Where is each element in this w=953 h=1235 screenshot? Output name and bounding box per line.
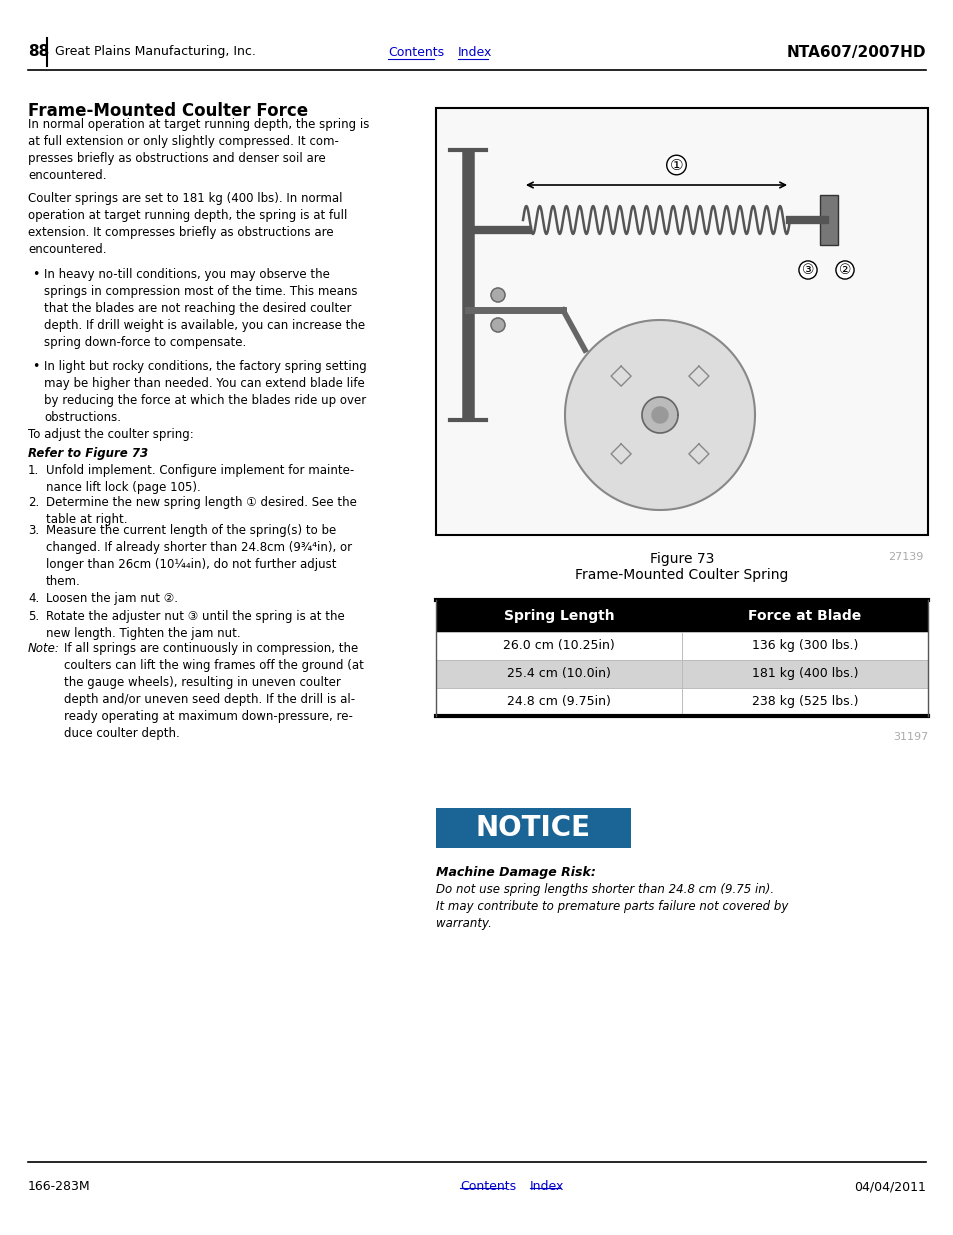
Bar — [436, 688, 927, 716]
Text: In light but rocky conditions, the factory spring setting
may be higher than nee: In light but rocky conditions, the facto… — [44, 359, 366, 424]
Polygon shape — [641, 396, 678, 433]
Text: 5.: 5. — [28, 610, 39, 622]
Text: Spring Length: Spring Length — [503, 609, 614, 622]
Text: Do not use spring lengths shorter than 24.8 cm (9.75 in).
It may contribute to p: Do not use spring lengths shorter than 2… — [436, 883, 787, 930]
Text: Refer to Figure 73: Refer to Figure 73 — [28, 447, 148, 459]
Text: Coulter springs are set to 181 kg (400 lbs). In normal
operation at target runni: Coulter springs are set to 181 kg (400 l… — [28, 191, 347, 256]
Text: 4.: 4. — [28, 592, 39, 605]
Text: 3.: 3. — [28, 524, 39, 537]
Text: Determine the new spring length ① desired. See the
table at right.: Determine the new spring length ① desire… — [46, 496, 356, 526]
Text: NOTICE: NOTICE — [476, 814, 590, 842]
Text: Great Plains Manufacturing, Inc.: Great Plains Manufacturing, Inc. — [55, 46, 255, 58]
Text: Contents: Contents — [388, 46, 444, 58]
Bar — [436, 659, 927, 688]
Text: 25.4 cm (10.0in): 25.4 cm (10.0in) — [507, 667, 610, 680]
Text: Frame-Mounted Coulter Spring: Frame-Mounted Coulter Spring — [575, 568, 788, 582]
Circle shape — [491, 288, 504, 303]
Text: In heavy no-till conditions, you may observe the
springs in compression most of : In heavy no-till conditions, you may obs… — [44, 268, 365, 350]
Text: Force at Blade: Force at Blade — [747, 609, 861, 622]
Circle shape — [491, 317, 504, 332]
Text: Unfold implement. Configure implement for mainte-
nance lift lock (page 105).: Unfold implement. Configure implement fo… — [46, 464, 354, 494]
Bar — [436, 107, 927, 535]
Text: Loosen the jam nut ②.: Loosen the jam nut ②. — [46, 592, 178, 605]
Text: Index: Index — [457, 46, 492, 58]
Bar — [436, 632, 927, 659]
Text: ②: ② — [838, 263, 850, 277]
Text: 1.: 1. — [28, 464, 39, 477]
Text: In normal operation at target running depth, the spring is
at full extension or : In normal operation at target running de… — [28, 119, 369, 182]
Text: NTA607/2007HD: NTA607/2007HD — [785, 44, 925, 59]
Bar — [436, 600, 927, 632]
Text: 24.8 cm (9.75in): 24.8 cm (9.75in) — [507, 695, 610, 709]
Text: •: • — [32, 359, 39, 373]
Text: 136 kg (300 lbs.): 136 kg (300 lbs.) — [751, 640, 858, 652]
Text: 26.0 cm (10.25in): 26.0 cm (10.25in) — [502, 640, 615, 652]
Text: 04/04/2011: 04/04/2011 — [853, 1179, 925, 1193]
Text: ①: ① — [669, 158, 682, 173]
Bar — [820, 195, 837, 245]
Text: Index: Index — [530, 1179, 564, 1193]
Text: Frame-Mounted Coulter Force: Frame-Mounted Coulter Force — [28, 103, 308, 120]
Polygon shape — [564, 320, 754, 510]
Text: 238 kg (525 lbs.): 238 kg (525 lbs.) — [751, 695, 858, 709]
Text: Rotate the adjuster nut ③ until the spring is at the
new length. Tighten the jam: Rotate the adjuster nut ③ until the spri… — [46, 610, 344, 640]
Text: Note:: Note: — [28, 642, 60, 655]
Text: Machine Damage Risk:: Machine Damage Risk: — [436, 866, 596, 879]
Text: Contents: Contents — [459, 1179, 516, 1193]
Polygon shape — [651, 408, 667, 424]
Text: 31197: 31197 — [892, 732, 927, 742]
Text: 88: 88 — [28, 44, 50, 59]
Text: If all springs are continuously in compression, the
coulters can lift the wing f: If all springs are continuously in compr… — [64, 642, 363, 740]
Text: Figure 73: Figure 73 — [649, 552, 714, 566]
Text: 166-283M: 166-283M — [28, 1179, 91, 1193]
Text: •: • — [32, 268, 39, 282]
Text: Measure the current length of the spring(s) to be
changed. If already shorter th: Measure the current length of the spring… — [46, 524, 352, 588]
Text: 181 kg (400 lbs.): 181 kg (400 lbs.) — [751, 667, 858, 680]
Bar — [436, 808, 630, 848]
Text: 27139: 27139 — [887, 552, 923, 562]
Text: To adjust the coulter spring:: To adjust the coulter spring: — [28, 429, 193, 441]
Text: 2.: 2. — [28, 496, 39, 509]
Text: ③: ③ — [801, 263, 814, 277]
